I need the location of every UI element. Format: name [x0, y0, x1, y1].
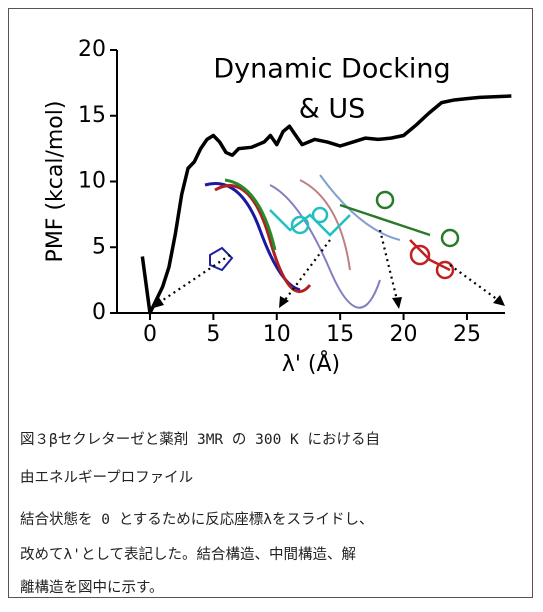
body-line: 改めてλ'として表記した。結合構造、中間構造、解: [20, 543, 356, 564]
x-tick-label: 5: [206, 322, 220, 347]
y-tick-label: 0: [92, 300, 106, 325]
y-tick-label: 20: [78, 37, 106, 62]
y-tick-label: 15: [78, 103, 106, 128]
chart-title: Dynamic Docking: [213, 54, 450, 85]
x-axis-label: λ' (Å): [282, 350, 340, 377]
chart: 0 5 10 15 20 0 5 10 15 20 25 λ' (Å) PMF (kcal/mol) Dy…: [0, 0, 543, 400]
x-tick-label: 25: [453, 322, 481, 347]
y-axis-label: PMF (kcal/mol): [43, 101, 68, 263]
x-tick-label: 0: [143, 322, 157, 347]
x-tick-label: 20: [390, 322, 418, 347]
y-tick-label: 5: [92, 234, 106, 259]
page: {"chart_data": {"type": "line", "title":…: [0, 0, 543, 612]
caption-line: 由エネルギープロファイル: [20, 466, 193, 487]
body-line: 結合状態を 0 とするために反応座標λをスライドし、: [20, 508, 373, 529]
body-line: 離構造を図中に示す。: [20, 576, 164, 597]
caption-line: 図３βセクレターゼと薬剤 3MR の 300 K における自: [20, 428, 380, 449]
arrowheads: [150, 295, 505, 309]
structure-image: [205, 175, 458, 308]
chart-title: & US: [299, 94, 366, 125]
x-tick-label: 10: [263, 322, 291, 347]
x-tick-label: 15: [326, 322, 354, 347]
y-tick-label: 10: [78, 169, 106, 194]
